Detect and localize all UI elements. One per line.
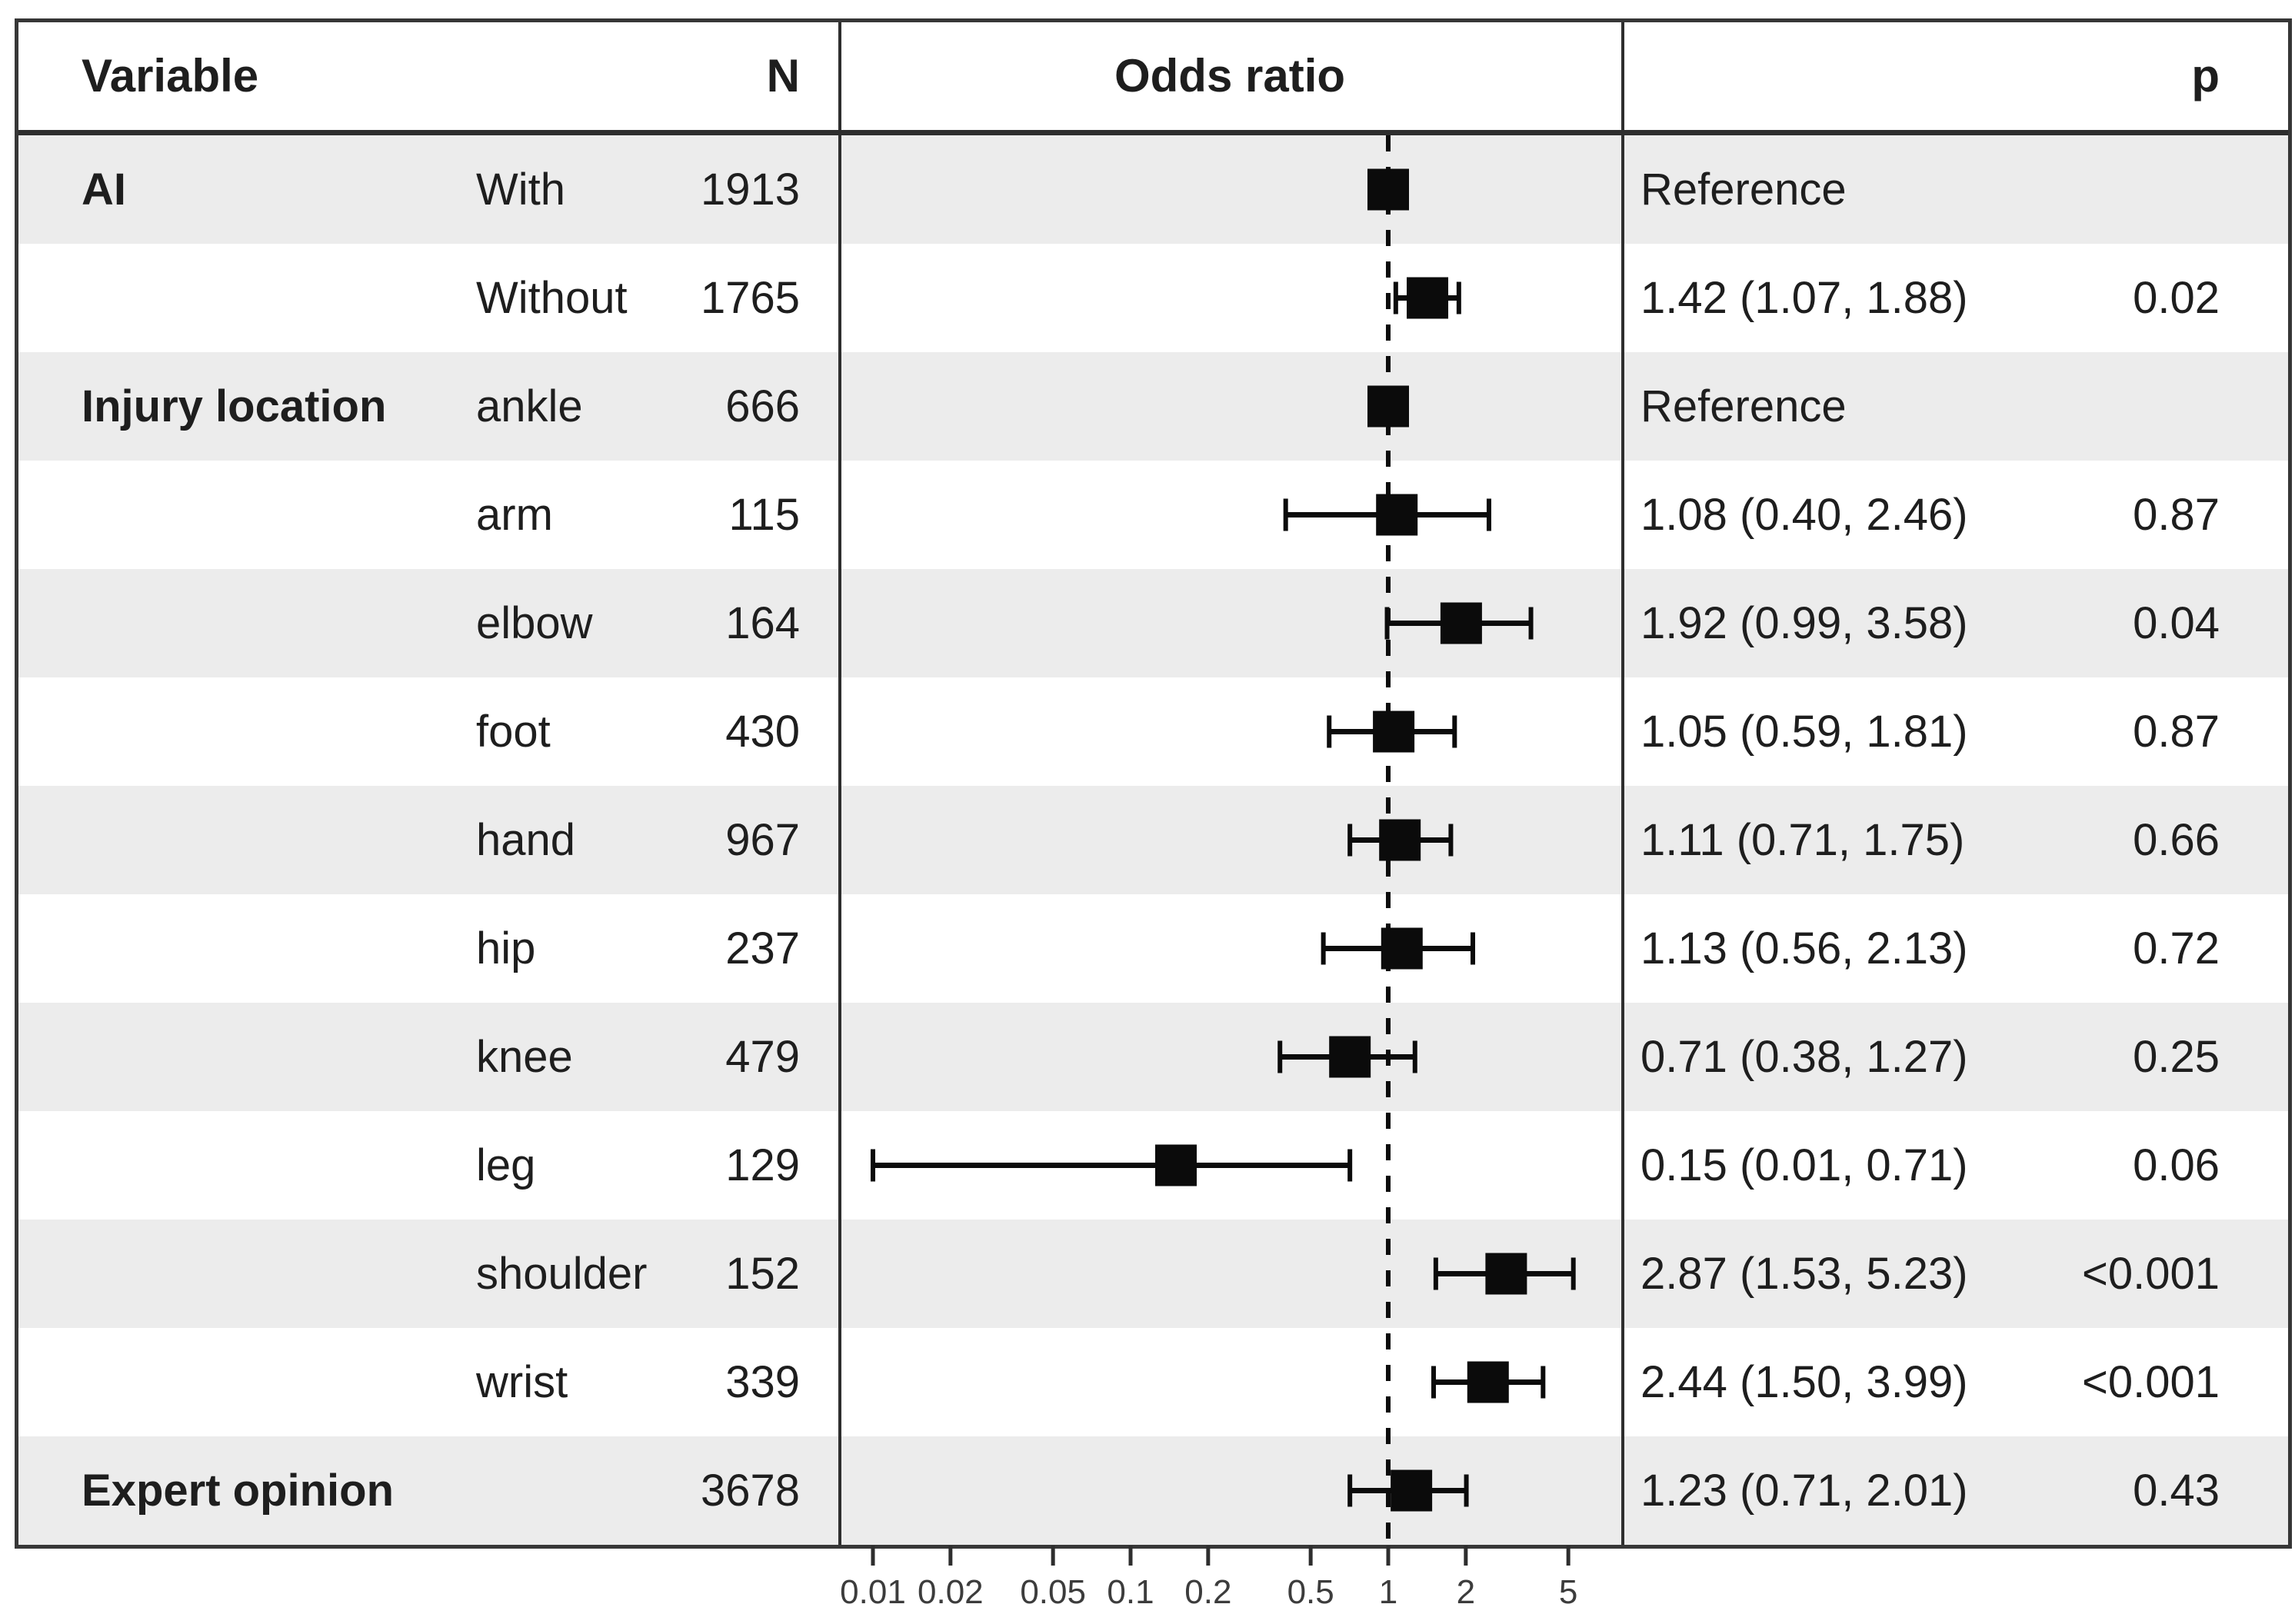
row-level-label: Without	[476, 273, 628, 323]
table-row-wrist: wrist 339 2.44 (1.50, 3.99) <0.001	[18, 1328, 2288, 1436]
row-level-label: ankle	[476, 381, 583, 431]
x-axis-tick-label: 0.02	[918, 1573, 984, 1611]
table-rows-layer: AI With 1913 Reference Without 1765 1.42 (1.07…	[18, 22, 2288, 1545]
x-axis-tick-label: 2	[1457, 1573, 1475, 1611]
table-row-expert-opinion: Expert opinion 3678 1.23 (0.71, 2.01) 0.43	[18, 1436, 2288, 1545]
x-axis-tick-label: 0.2	[1184, 1573, 1231, 1611]
row-level-label: arm	[476, 490, 553, 540]
col-header-n: N	[766, 50, 800, 102]
row-level-label: wrist	[476, 1357, 568, 1407]
row-n-value: 1913	[700, 165, 800, 215]
table-header: Variable N Odds ratio p	[18, 22, 2288, 135]
x-axis-tick-label: 1	[1379, 1573, 1397, 1611]
row-group-label: Expert opinion	[82, 1466, 394, 1516]
row-estimate-text: 0.71 (0.38, 1.27)	[1640, 1032, 1968, 1082]
x-axis-tick-label: 0.01	[840, 1573, 906, 1611]
x-axis-tick-label: 0.05	[1020, 1573, 1086, 1611]
row-n-value: 430	[725, 707, 800, 757]
row-estimate-text: 1.05 (0.59, 1.81)	[1640, 707, 1968, 757]
row-level-label: With	[476, 165, 565, 215]
column-divider-left	[838, 22, 841, 1545]
table-row-arm: arm 115 1.08 (0.40, 2.46) 0.87	[18, 461, 2288, 569]
col-header-odds-ratio: Odds ratio	[1114, 50, 1346, 102]
row-n-value: 115	[728, 490, 800, 540]
row-p-value: 0.87	[2133, 707, 2220, 757]
row-estimate-text: 0.15 (0.01, 0.71)	[1640, 1140, 1968, 1190]
row-estimate-text: 1.11 (0.71, 1.75)	[1640, 815, 1965, 865]
row-estimate-text: 1.08 (0.40, 2.46)	[1640, 490, 1968, 540]
row-p-value: 0.72	[2133, 923, 2220, 973]
row-estimate-text: Reference	[1640, 381, 1847, 431]
x-axis-tick-label: 0.1	[1107, 1573, 1154, 1611]
row-n-value: 967	[725, 815, 800, 865]
row-level-label: elbow	[476, 598, 593, 648]
row-n-value: 152	[725, 1249, 800, 1299]
row-estimate-text: 1.92 (0.99, 3.58)	[1640, 598, 1968, 648]
row-level-label: foot	[476, 707, 551, 757]
row-level-label: shoulder	[476, 1249, 648, 1299]
table-row-knee: knee 479 0.71 (0.38, 1.27) 0.25	[18, 1003, 2288, 1111]
x-axis-tick-label: 5	[1559, 1573, 1577, 1611]
row-n-value: 237	[725, 923, 800, 973]
row-estimate-text: Reference	[1640, 165, 1847, 215]
row-level-label: hand	[476, 815, 576, 865]
table-row-ankle: Injury location ankle 666 Reference	[18, 352, 2288, 461]
x-axis-tick-label: 0.5	[1287, 1573, 1334, 1611]
row-estimate-text: 2.87 (1.53, 5.23)	[1640, 1249, 1968, 1299]
row-group-label: AI	[82, 165, 126, 215]
row-estimate-text: 2.44 (1.50, 3.99)	[1640, 1357, 1968, 1407]
table-row-elbow: elbow 164 1.92 (0.99, 3.58) 0.04	[18, 569, 2288, 677]
table-row-hip: hip 237 1.13 (0.56, 2.13) 0.72	[18, 894, 2288, 1003]
row-n-value: 164	[725, 598, 800, 648]
table-row-shoulder: shoulder 152 2.87 (1.53, 5.23) <0.001	[18, 1220, 2288, 1328]
row-p-value: 0.87	[2133, 490, 2220, 540]
col-header-variable: Variable	[82, 50, 259, 102]
row-p-value: 0.04	[2133, 598, 2220, 648]
column-divider-right	[1621, 22, 1624, 1545]
row-level-label: hip	[476, 923, 536, 973]
row-estimate-text: 1.42 (1.07, 1.88)	[1640, 273, 1968, 323]
row-level-label: leg	[476, 1140, 536, 1190]
table-row-leg: leg 129 0.15 (0.01, 0.71) 0.06	[18, 1111, 2288, 1220]
row-level-label: knee	[476, 1032, 573, 1082]
row-p-value: 0.06	[2133, 1140, 2220, 1190]
row-p-value: <0.001	[2081, 1357, 2220, 1407]
row-n-value: 666	[725, 381, 800, 431]
row-group-label: Injury location	[82, 381, 387, 431]
row-p-value: 0.66	[2133, 815, 2220, 865]
row-n-value: 1765	[700, 273, 800, 323]
row-p-value: 0.43	[2133, 1466, 2220, 1516]
row-estimate-text: 1.13 (0.56, 2.13)	[1640, 923, 1968, 973]
row-estimate-text: 1.23 (0.71, 2.01)	[1640, 1466, 1968, 1516]
table-row-hand: hand 967 1.11 (0.71, 1.75) 0.66	[18, 786, 2288, 894]
row-p-value: <0.001	[2081, 1249, 2220, 1299]
col-header-p: p	[2191, 50, 2220, 102]
row-n-value: 129	[725, 1140, 800, 1190]
table-row-without: Without 1765 1.42 (1.07, 1.88) 0.02	[18, 244, 2288, 352]
forest-table: AI With 1913 Reference Without 1765 1.42 (1.07…	[15, 18, 2292, 1549]
row-n-value: 339	[725, 1357, 800, 1407]
row-n-value: 479	[725, 1032, 800, 1082]
row-n-value: 3678	[700, 1466, 800, 1516]
row-p-value: 0.25	[2133, 1032, 2220, 1082]
row-p-value: 0.02	[2133, 273, 2220, 323]
table-row-with: AI With 1913 Reference	[18, 135, 2288, 244]
table-row-foot: foot 430 1.05 (0.59, 1.81) 0.87	[18, 677, 2288, 786]
